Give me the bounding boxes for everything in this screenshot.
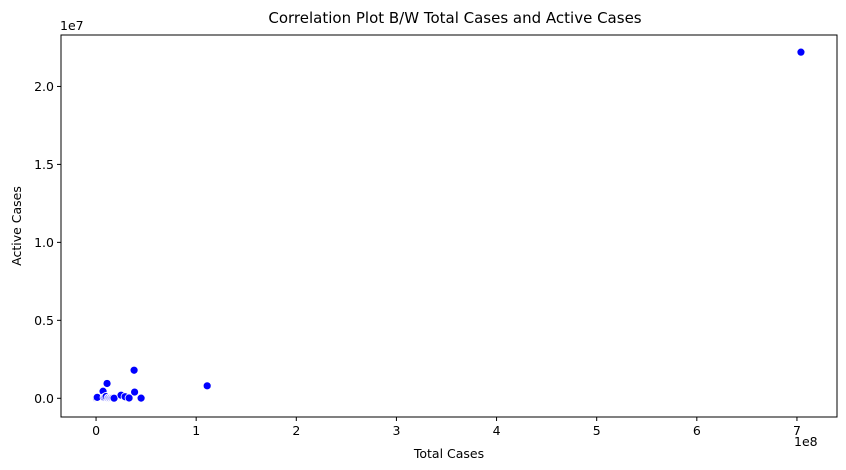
x-tick-label: 6 xyxy=(693,423,701,438)
y-tick-label: 1.0 xyxy=(34,235,54,250)
scatter-point xyxy=(202,381,212,391)
x-tick-label: 2 xyxy=(292,423,300,438)
x-axis-offset-label: 1e8 xyxy=(794,434,818,449)
y-axis-label: Active Cases xyxy=(9,186,24,266)
y-tick-label: 0.0 xyxy=(34,391,54,406)
x-tick-label: 0 xyxy=(92,423,100,438)
scatter-point xyxy=(796,47,806,57)
plot-frame xyxy=(60,34,838,418)
x-tick-label: 4 xyxy=(493,423,501,438)
scatter-point xyxy=(124,393,134,403)
x-tick-label: 1 xyxy=(192,423,200,438)
chart-title: Correlation Plot B/W Total Cases and Act… xyxy=(268,9,641,27)
scatter-point xyxy=(102,379,112,388)
y-tick-label: 1.5 xyxy=(34,157,54,172)
scatter-point xyxy=(136,393,146,403)
y-tick-label: 0.5 xyxy=(34,313,54,328)
points-layer xyxy=(91,47,806,403)
x-tick-label: 7 xyxy=(793,423,801,438)
x-tick-label: 5 xyxy=(593,423,601,438)
x-tick-label: 3 xyxy=(392,423,400,438)
x-axis-label: Total Cases xyxy=(413,446,484,461)
ticks-layer: 0 1 2 3 4 5 6 7 0.0 0.5 1.0 1.5 2.0 xyxy=(34,79,801,438)
scatter-point xyxy=(130,387,139,397)
y-axis-offset-label: 1e7 xyxy=(60,18,84,33)
scatter-point xyxy=(129,365,139,375)
y-tick-label: 2.0 xyxy=(34,79,54,94)
